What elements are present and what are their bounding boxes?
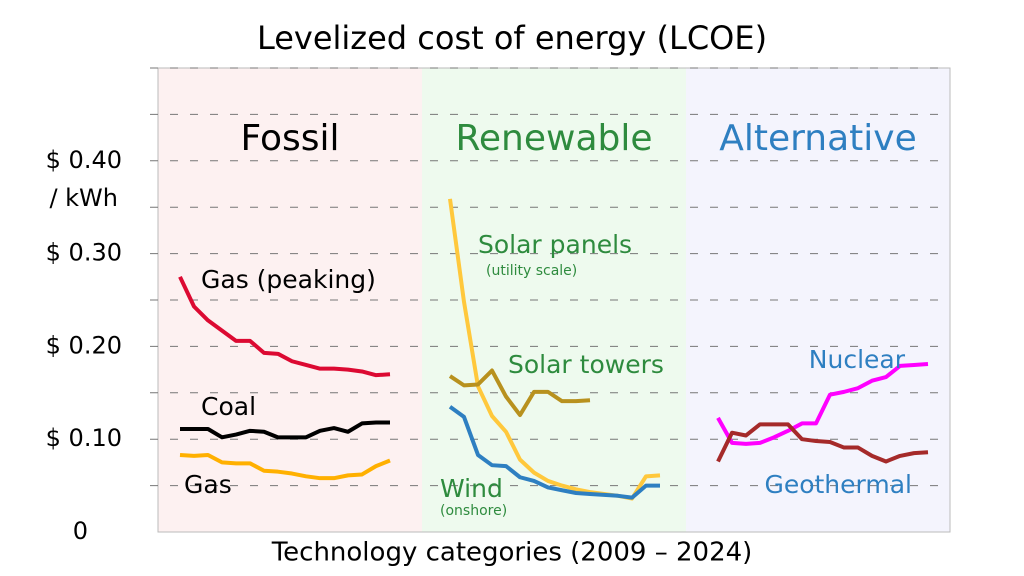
- series-line: [179, 452, 391, 481]
- series-label: Coal: [201, 392, 256, 421]
- series-line: [448, 368, 591, 418]
- series-label: Geothermal: [764, 470, 912, 499]
- series-label: Gas (peaking): [201, 265, 376, 294]
- y-tick-label: $ 0.40: [46, 146, 122, 174]
- series-line: [178, 275, 391, 378]
- series-label: Solar panels: [478, 230, 632, 259]
- panel-title: Fossil: [241, 118, 340, 159]
- panel-title: Alternative: [719, 118, 917, 159]
- y-tick-label: $ 0.10: [46, 424, 122, 452]
- series-label: Solar towers: [508, 350, 664, 379]
- series-label: Gas: [184, 470, 232, 499]
- y-unit: / kWh: [49, 184, 118, 212]
- panel-title: Renewable: [455, 118, 652, 159]
- series-line: [716, 362, 929, 446]
- series-line: [716, 422, 929, 464]
- x-axis-label: Technology categories (2009 – 2024): [271, 538, 753, 568]
- series-line: [448, 405, 660, 500]
- y-tick-label: $ 0.30: [46, 239, 122, 267]
- series-note: (utility scale): [486, 263, 577, 279]
- series-line: [180, 420, 390, 440]
- series-label: Wind: [440, 474, 503, 503]
- y-tick-label: 0: [73, 517, 88, 545]
- series-label: Nuclear: [809, 345, 906, 374]
- series-note: (onshore): [440, 503, 507, 519]
- chart-title: Levelized cost of energy (LCOE): [257, 19, 767, 57]
- y-tick-label: $ 0.20: [46, 331, 122, 359]
